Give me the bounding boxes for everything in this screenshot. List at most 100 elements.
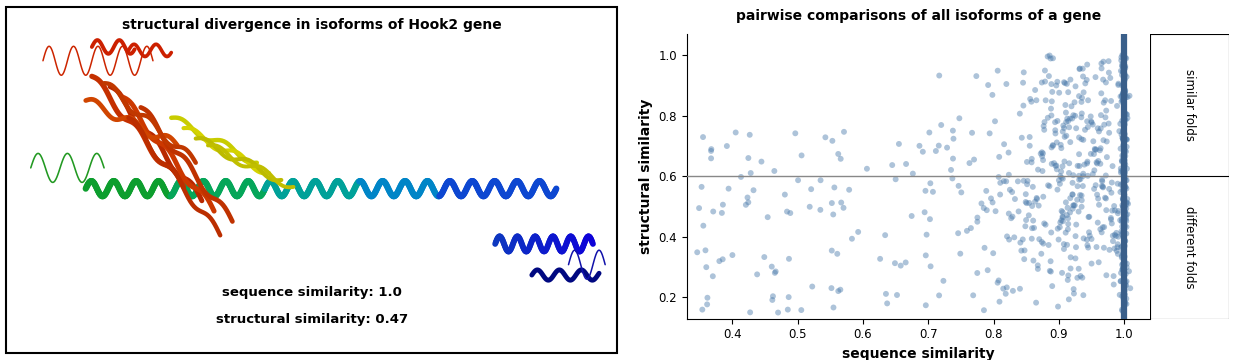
Point [1096, 154, 1116, 160]
Point [1079, 214, 1099, 220]
Point [1017, 159, 1037, 165]
Point [1095, 97, 1115, 103]
Point [1023, 184, 1043, 190]
Point [1116, 301, 1137, 307]
Point [1027, 196, 1047, 202]
Point [1091, 145, 1111, 151]
Point [1053, 246, 1074, 252]
Point [1115, 192, 1135, 198]
Point [1052, 208, 1072, 214]
Point [1114, 153, 1134, 159]
Point [1084, 151, 1104, 157]
Point [1114, 266, 1134, 272]
Point [1114, 116, 1134, 122]
Point [916, 252, 936, 258]
Point [1071, 114, 1091, 120]
Point [931, 122, 951, 128]
Point [1114, 160, 1134, 166]
Point [1051, 217, 1071, 223]
Text: sequence similarity: 1.0: sequence similarity: 1.0 [222, 286, 402, 299]
Point [1114, 203, 1134, 209]
Point [1113, 64, 1133, 70]
Point [979, 130, 999, 136]
Point [1114, 196, 1134, 202]
Point [1061, 103, 1081, 109]
Point [1113, 52, 1133, 58]
Point [1066, 84, 1086, 89]
Point [1071, 176, 1091, 182]
Point [1032, 168, 1052, 174]
Point [1034, 68, 1055, 73]
Point [1108, 208, 1128, 214]
Point [1057, 116, 1077, 122]
Point [1002, 189, 1022, 195]
Point [777, 307, 798, 312]
Point [1046, 82, 1066, 88]
Point [1115, 162, 1135, 167]
Point [1081, 119, 1101, 125]
Point [1034, 221, 1055, 226]
Point [701, 148, 721, 154]
Point [1110, 121, 1130, 127]
Point [994, 141, 1014, 147]
Point [1066, 256, 1086, 261]
Point [1038, 73, 1058, 79]
Point [755, 254, 775, 260]
Point [1060, 195, 1080, 201]
Point [1072, 95, 1092, 101]
Point [1115, 73, 1135, 79]
Point [1048, 177, 1068, 183]
Point [971, 201, 992, 206]
Point [1086, 159, 1106, 165]
Point [1114, 64, 1134, 69]
Point [1114, 197, 1134, 203]
Point [1108, 251, 1128, 257]
Point [839, 187, 859, 193]
Point [1115, 76, 1135, 82]
Point [687, 249, 707, 255]
Point [1003, 214, 1023, 220]
Point [1111, 229, 1131, 234]
Point [1057, 81, 1077, 87]
Point [1072, 111, 1092, 116]
Point [1052, 215, 1072, 220]
Point [1113, 265, 1133, 271]
Point [1101, 190, 1121, 195]
Point [1061, 77, 1081, 82]
Point [999, 172, 1019, 177]
Point [978, 267, 998, 273]
Point [1105, 246, 1125, 251]
Point [1047, 140, 1067, 145]
Point [1115, 271, 1135, 277]
Point [1116, 166, 1137, 171]
Point [1074, 137, 1094, 143]
Point [929, 73, 949, 78]
Point [1071, 204, 1091, 210]
Point [1034, 119, 1055, 125]
Point [701, 156, 721, 161]
Point [920, 180, 940, 186]
Point [1077, 159, 1097, 165]
Point [1065, 99, 1085, 105]
Point [1041, 113, 1061, 118]
Point [1023, 258, 1043, 264]
Point [1096, 139, 1116, 144]
Point [942, 156, 963, 162]
Point [959, 160, 979, 166]
Point [718, 186, 738, 192]
Point [1114, 97, 1134, 103]
Point [717, 143, 737, 149]
Point [1111, 94, 1131, 99]
Point [1116, 296, 1137, 302]
Point [1008, 208, 1028, 214]
Point [1115, 204, 1135, 210]
Point [1113, 261, 1133, 267]
Point [1032, 149, 1052, 155]
Point [1111, 159, 1131, 165]
Point [1056, 133, 1076, 139]
Point [1113, 90, 1133, 96]
Text: different folds: different folds [1183, 206, 1196, 289]
Point [1057, 277, 1077, 283]
Point [697, 264, 717, 270]
Point [1008, 179, 1028, 184]
